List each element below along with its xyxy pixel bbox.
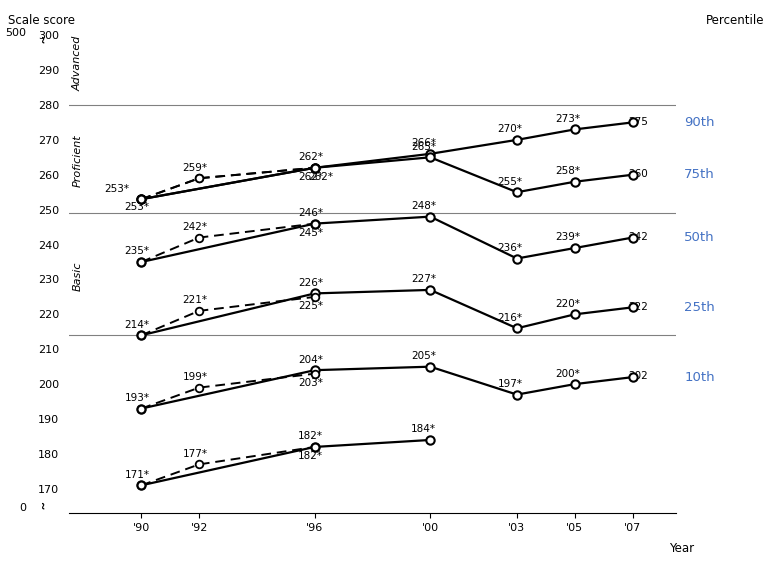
Text: 199*: 199* [183, 372, 207, 382]
Text: 204*: 204* [298, 355, 323, 364]
Text: 260: 260 [628, 169, 648, 179]
Text: 182*: 182* [298, 451, 323, 461]
Text: 200*: 200* [555, 368, 580, 378]
Text: 182*: 182* [298, 431, 323, 442]
Text: ˜: ˜ [42, 34, 61, 43]
Text: 246*: 246* [298, 208, 323, 218]
Text: 193*: 193* [124, 393, 150, 403]
Text: ˜: ˜ [42, 500, 61, 509]
Text: 273*: 273* [555, 114, 581, 124]
Text: 262*: 262* [308, 171, 333, 182]
Text: 197*: 197* [498, 379, 522, 389]
Text: 203*: 203* [298, 377, 323, 387]
Text: 221*: 221* [183, 296, 207, 305]
Text: 242: 242 [628, 232, 648, 242]
Text: 239*: 239* [555, 232, 581, 243]
X-axis label: Year: Year [670, 543, 694, 556]
Text: 25th: 25th [684, 301, 715, 314]
Text: Advanced: Advanced [73, 36, 83, 91]
Text: 225*: 225* [298, 301, 323, 311]
Text: 500: 500 [5, 28, 26, 38]
Text: 255*: 255* [498, 177, 522, 187]
Text: 171*: 171* [124, 470, 150, 480]
Text: 10th: 10th [684, 371, 715, 384]
Text: Percentile: Percentile [706, 14, 764, 27]
Text: 275: 275 [628, 117, 648, 126]
Text: 222: 222 [628, 302, 648, 311]
Text: 259*: 259* [183, 162, 207, 173]
Text: Basic: Basic [73, 261, 83, 290]
Text: Scale score: Scale score [8, 14, 74, 27]
Text: 226*: 226* [298, 278, 323, 288]
Text: 216*: 216* [498, 313, 522, 323]
Text: 270*: 270* [498, 124, 522, 134]
Text: 202: 202 [628, 371, 648, 381]
Text: 214*: 214* [124, 320, 150, 330]
Text: 253*: 253* [124, 202, 150, 212]
Text: 50th: 50th [684, 231, 715, 244]
Text: 258*: 258* [555, 166, 581, 176]
Text: 262*: 262* [298, 152, 323, 162]
Text: 248*: 248* [411, 201, 435, 211]
Text: 253*: 253* [104, 184, 129, 193]
Text: 262*: 262* [298, 171, 323, 182]
Text: 205*: 205* [411, 351, 435, 361]
Text: 242*: 242* [183, 222, 207, 232]
Text: 236*: 236* [498, 243, 522, 253]
Text: 265*: 265* [411, 142, 435, 152]
Text: 90th: 90th [684, 116, 715, 129]
Text: 245*: 245* [298, 227, 323, 237]
Text: 177*: 177* [183, 449, 207, 459]
Text: 266*: 266* [411, 138, 435, 148]
Text: Proficient: Proficient [73, 134, 83, 187]
Text: 184*: 184* [411, 424, 435, 434]
Text: 227*: 227* [411, 274, 435, 284]
Text: 0: 0 [18, 503, 26, 513]
Text: 75th: 75th [684, 168, 715, 181]
Text: 220*: 220* [555, 299, 580, 309]
Text: 235*: 235* [124, 246, 150, 257]
